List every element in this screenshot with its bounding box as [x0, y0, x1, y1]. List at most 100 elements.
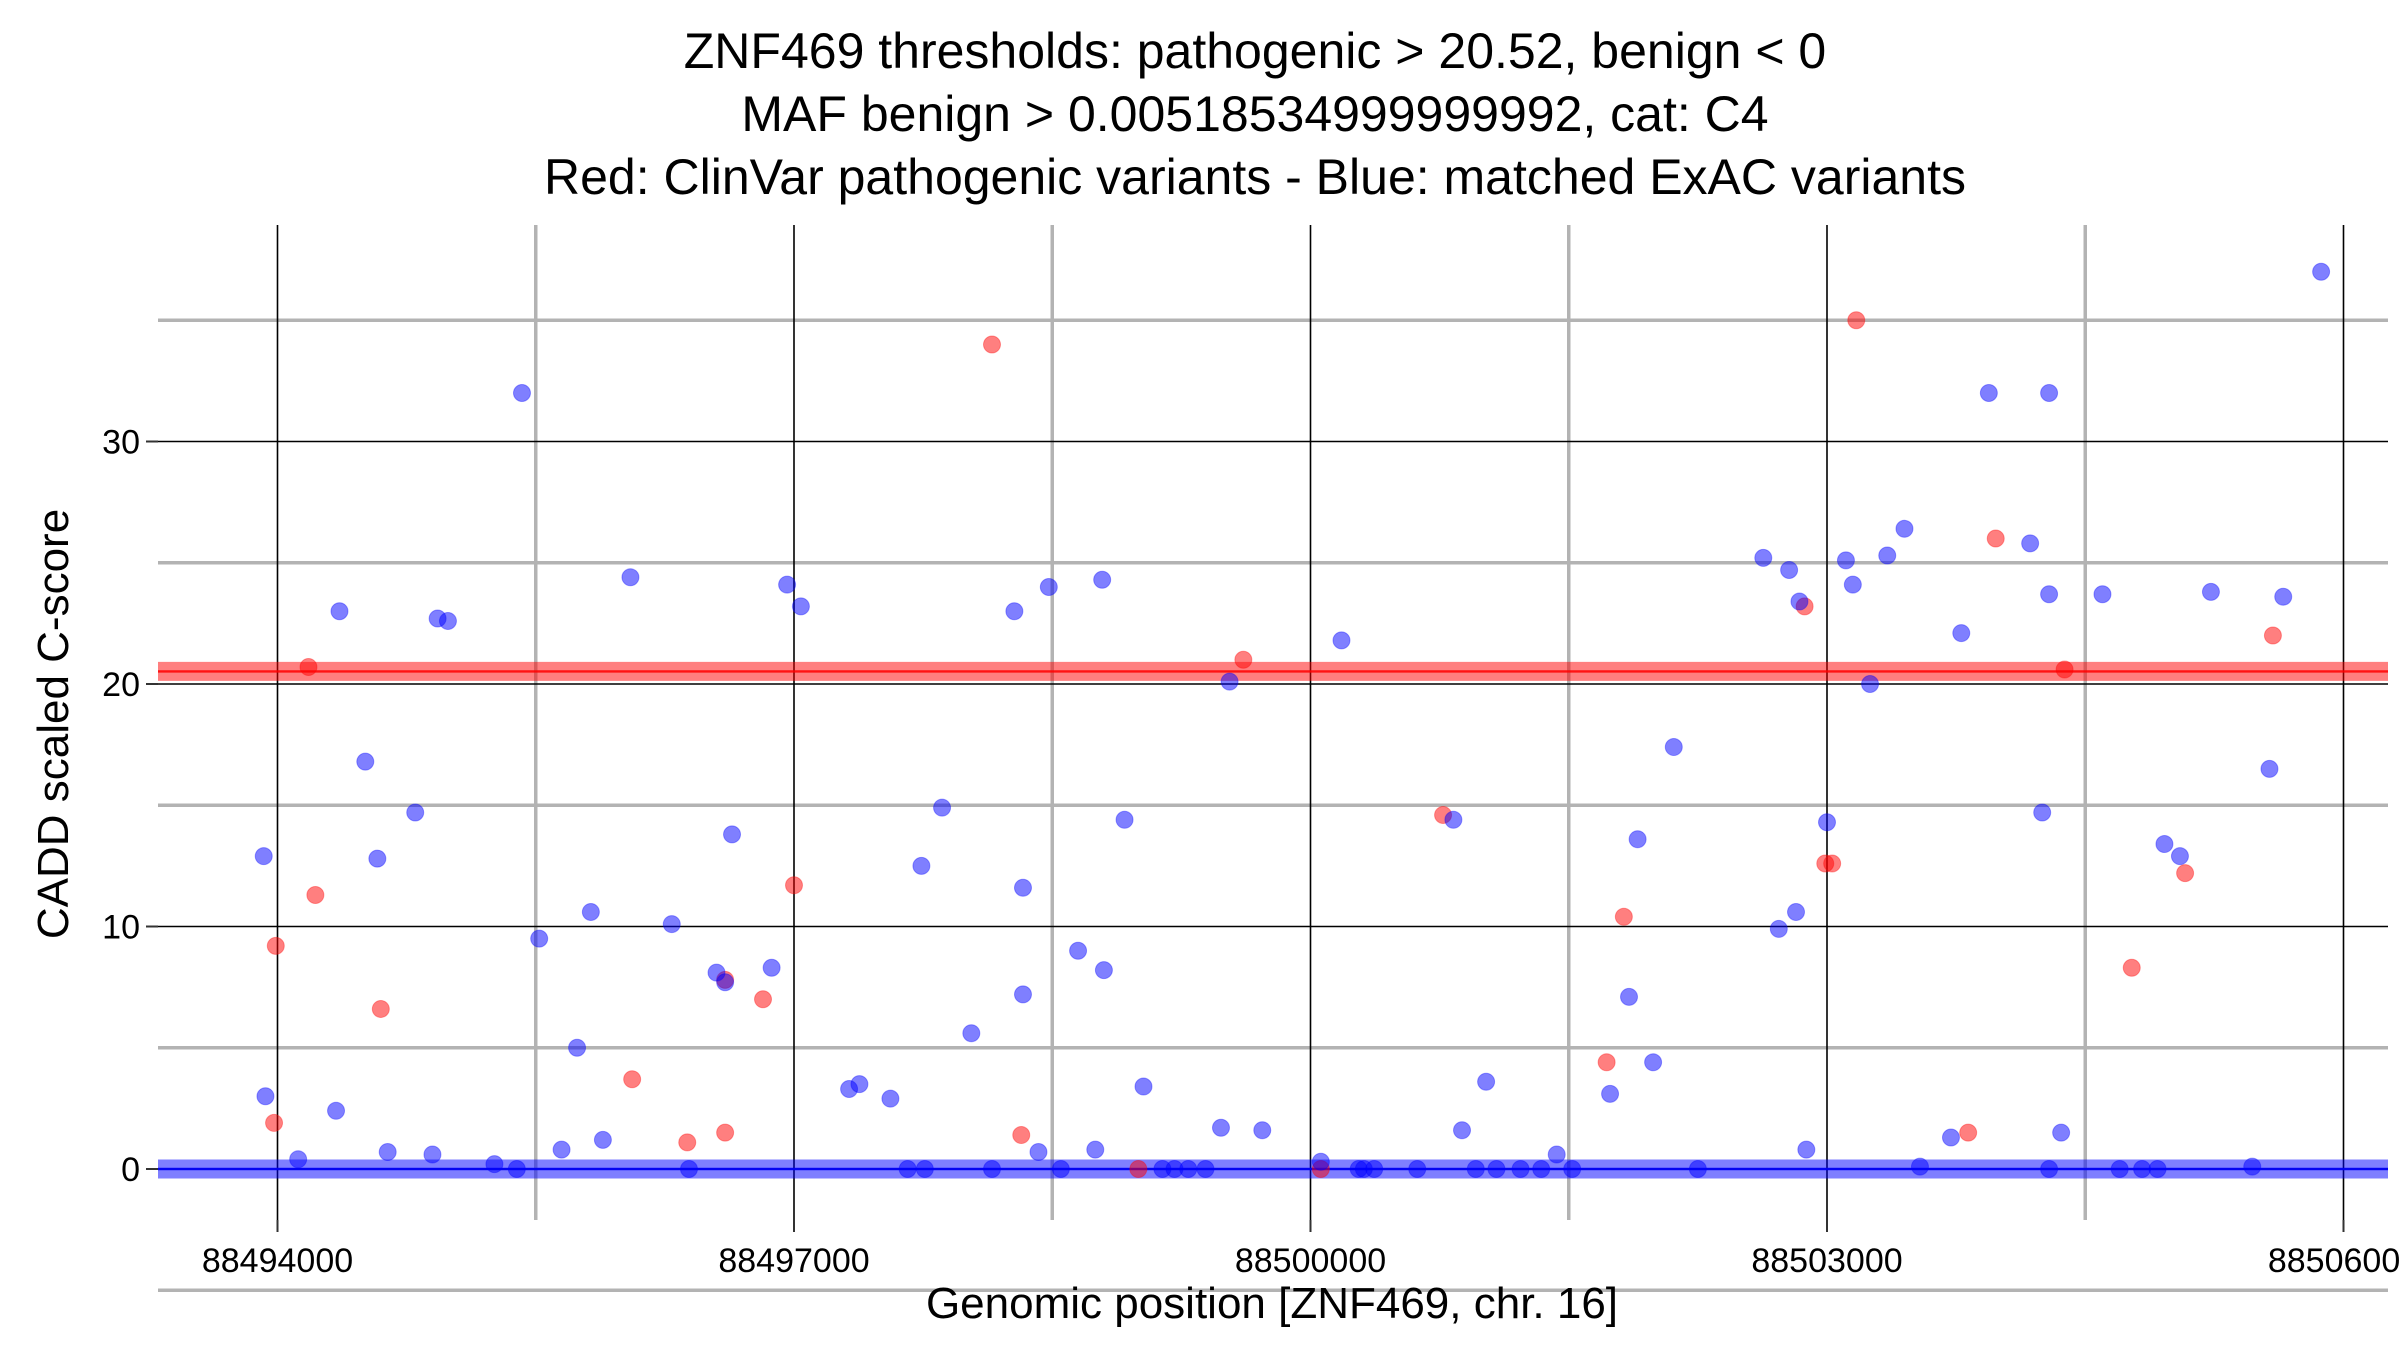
clinvar-point — [982, 335, 1001, 354]
exac-point — [368, 849, 387, 868]
exac-point — [933, 798, 952, 817]
y-tick-label: 20 — [102, 666, 140, 704]
clinvar-point — [1986, 529, 2005, 548]
exac-point — [1563, 1160, 1582, 1178]
exac-point — [1979, 384, 1998, 402]
exac-point — [406, 803, 425, 822]
exac-point — [1532, 1160, 1551, 1178]
title-line-1: ZNF469 thresholds: pathogenic > 20.52, b… — [684, 23, 1826, 79]
exac-point — [1487, 1160, 1506, 1178]
clinvar-point — [266, 936, 285, 955]
exac-point — [791, 597, 810, 616]
exac-point — [1005, 602, 1024, 621]
exac-point — [1466, 1160, 1485, 1178]
threshold-bands — [158, 661, 2388, 1179]
exac-point — [1790, 592, 1809, 611]
exac-point — [2052, 1123, 2071, 1142]
exac-point — [662, 915, 681, 934]
exac-point — [1179, 1160, 1198, 1178]
clinvar-point — [371, 999, 390, 1018]
y-axis-title: CADD scaled C-score — [29, 509, 78, 939]
exac-point — [568, 1038, 587, 1057]
exac-point — [1601, 1084, 1620, 1103]
exac-point — [1039, 578, 1058, 596]
y-tick-label: 0 — [121, 1151, 140, 1189]
y-tick-label: 10 — [102, 909, 140, 947]
clinvar-point — [623, 1070, 642, 1089]
exac-point — [330, 602, 349, 621]
exac-point — [2155, 835, 2174, 854]
exac-point — [1115, 810, 1134, 829]
clinvar-point — [1234, 650, 1253, 669]
exac-point — [2201, 582, 2220, 601]
exac-point — [1843, 575, 1862, 594]
exac-point — [1878, 546, 1897, 565]
exac-point — [2040, 1160, 2059, 1178]
exac-point — [2021, 534, 2040, 553]
exac-point — [1910, 1157, 1929, 1176]
clinvar-point — [678, 1133, 697, 1152]
exac-point — [2040, 585, 2059, 604]
exac-point — [1013, 878, 1032, 897]
clinvar-point — [2263, 626, 2282, 645]
clinvar-point — [754, 990, 773, 1009]
exac-point — [1754, 548, 1773, 567]
exac-point — [1688, 1160, 1707, 1178]
exac-point — [2243, 1157, 2262, 1176]
title-line-2: MAF benign > 0.00518534999999992, cat: C… — [741, 86, 1768, 142]
exac-point — [1547, 1145, 1566, 1164]
exac-point — [723, 825, 742, 844]
exac-point — [552, 1140, 571, 1159]
exac-point — [356, 752, 375, 771]
exac-point — [530, 929, 549, 948]
exac-point — [256, 1087, 275, 1106]
clinvar-point — [1823, 854, 1842, 873]
exac-point — [289, 1150, 308, 1169]
exac-point — [1134, 1077, 1153, 1096]
exac-point — [1941, 1128, 1960, 1147]
exac-point — [2033, 803, 2052, 822]
exac-point — [1013, 985, 1032, 1004]
exac-point — [507, 1160, 526, 1178]
y-axis: 0 10 20 30 — [102, 424, 158, 1189]
exac-point — [1444, 810, 1463, 829]
exac-point — [2274, 587, 2293, 606]
exac-point — [1365, 1160, 1384, 1178]
clinvar-point — [306, 885, 325, 904]
exac-point — [1861, 675, 1880, 693]
exac-point — [1453, 1121, 1472, 1140]
exac-point — [982, 1160, 1001, 1178]
clinvar-point — [2176, 864, 2195, 883]
exac-point — [621, 568, 640, 587]
exac-point — [1769, 919, 1788, 938]
exac-point — [1644, 1053, 1663, 1072]
chart-title: ZNF469 thresholds: pathogenic > 20.52, b… — [544, 23, 1966, 205]
clinvar-point — [716, 1123, 735, 1142]
exac-point — [915, 1160, 934, 1178]
exac-point — [438, 611, 457, 630]
clinvar-point — [1959, 1123, 1978, 1142]
exac-point — [1620, 987, 1639, 1006]
clinvar-point — [2122, 958, 2141, 977]
exac-point — [2110, 1160, 2129, 1178]
exac-point — [1253, 1121, 1272, 1140]
exac-point — [254, 847, 273, 866]
exac-point — [1787, 902, 1806, 921]
exac-point — [1086, 1140, 1105, 1159]
exac-point — [1780, 561, 1799, 580]
clinvar-point — [1614, 907, 1633, 926]
exac-point — [1511, 1160, 1530, 1178]
exac-point — [778, 575, 797, 594]
exac-point — [1408, 1160, 1427, 1178]
x-axis-title: Genomic position [ZNF469, chr. 16] — [926, 1279, 1618, 1328]
clinvar-point — [1129, 1160, 1148, 1178]
exac-point — [1196, 1160, 1215, 1178]
y-tick-label: 30 — [102, 424, 140, 462]
exac-point — [716, 973, 735, 992]
x-tick-label: 88500000 — [1235, 1242, 1386, 1280]
clinvar-point — [1597, 1053, 1616, 1072]
exac-point — [378, 1143, 397, 1162]
clinvar-point — [1847, 311, 1866, 330]
